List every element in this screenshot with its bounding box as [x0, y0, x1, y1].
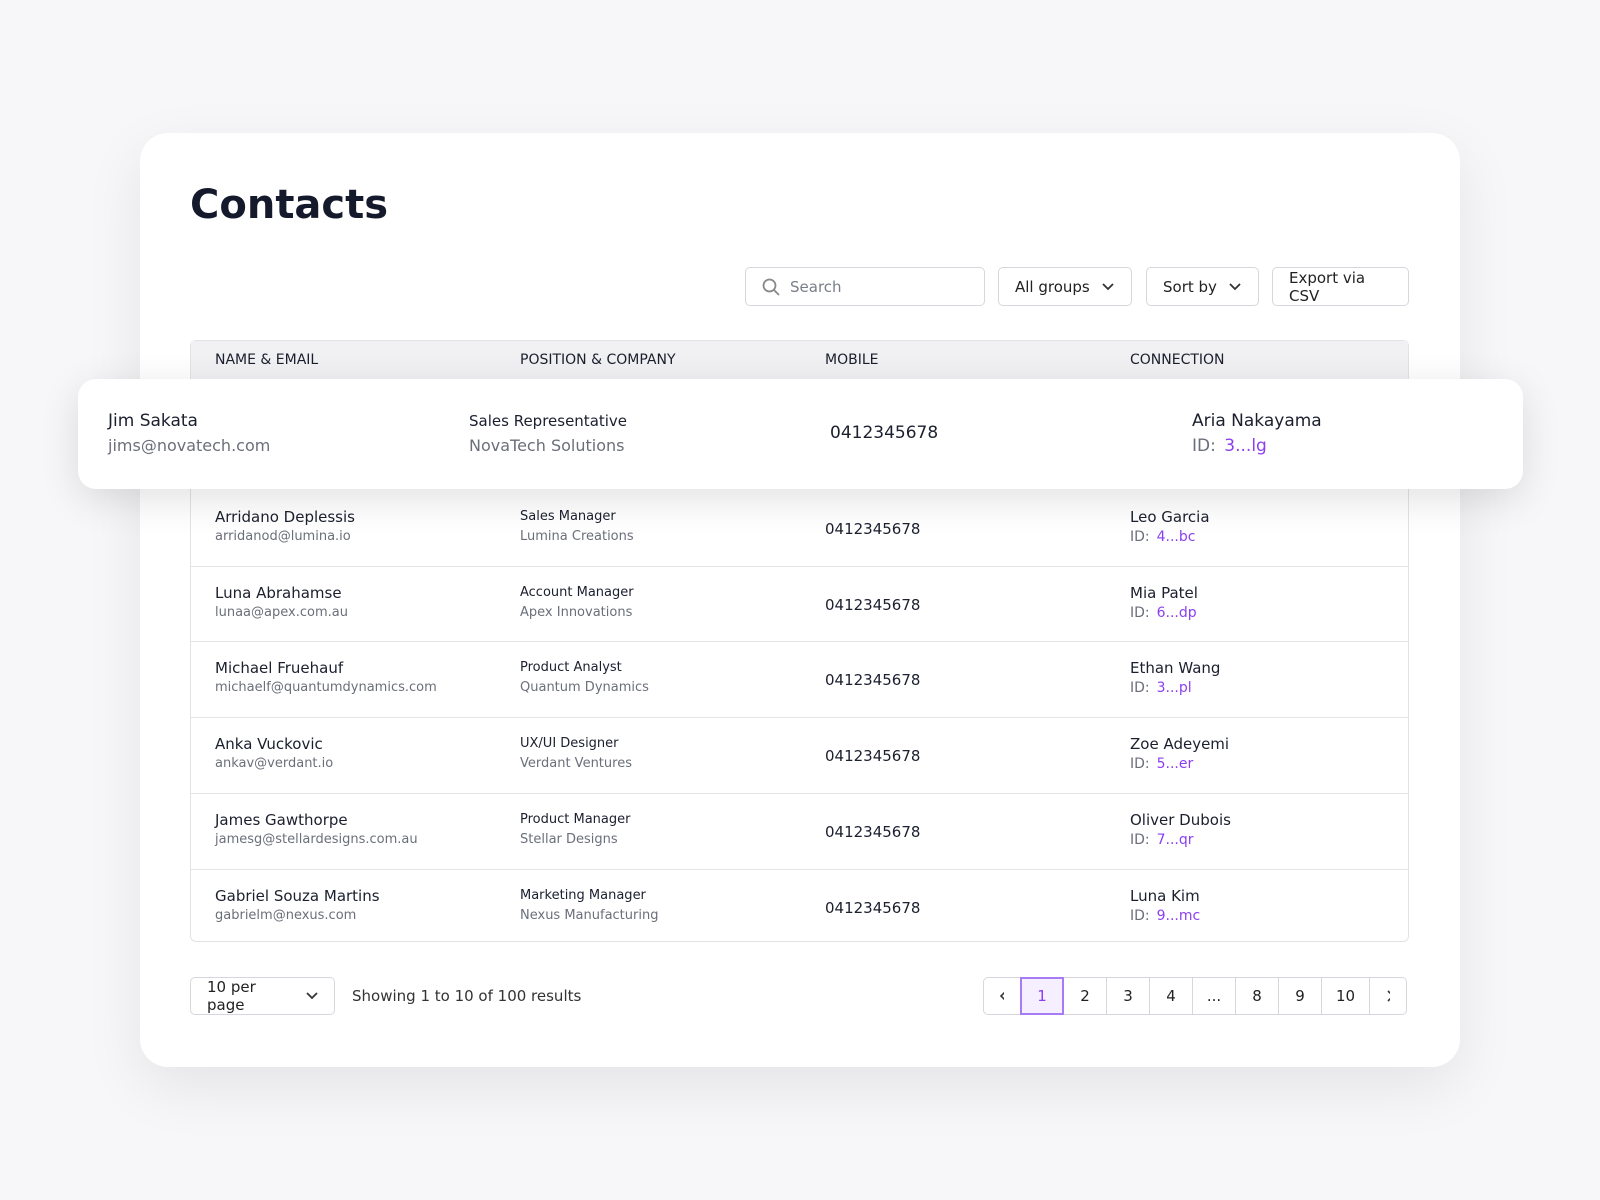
company: Verdant Ventures	[520, 756, 632, 772]
company: Nexus Manufacturing	[520, 907, 659, 923]
company: Lumina Creations	[520, 529, 634, 544]
export-button[interactable]: Export via CSV	[1272, 267, 1409, 306]
connection-id[interactable]: 5...er	[1156, 756, 1194, 773]
page-title: Contacts	[190, 182, 389, 228]
search-icon	[762, 278, 780, 296]
contact-email: michaelf@quantumdynamics.com	[215, 680, 437, 696]
contact-name: Michael Fruehauf	[215, 659, 344, 678]
id-label: ID:	[1130, 907, 1150, 924]
company: Apex Innovations	[520, 604, 633, 620]
connection-name: Oliver Dubois	[1130, 810, 1231, 829]
chevron-icon	[306, 992, 318, 1000]
id-label: ID:	[1130, 831, 1150, 848]
table-header	[191, 341, 1408, 381]
connection-id[interactable]: 7...qr	[1156, 831, 1194, 848]
connection-name: Leo Garcia	[1130, 508, 1210, 526]
contact-email: jims@novatech.com	[108, 436, 271, 455]
connection-name: Ethan Wang	[1130, 659, 1221, 678]
page-button[interactable]: 4	[1149, 977, 1193, 1015]
row-divider	[191, 565, 1408, 567]
id-label: ID:	[1130, 756, 1150, 773]
contact-name: Gabriel Souza Martins	[215, 886, 380, 905]
row-divider	[191, 717, 1408, 719]
company: NovaTech Solutions	[469, 436, 625, 455]
page-button[interactable]: 1	[1020, 977, 1064, 1015]
position: Sales Manager	[520, 509, 616, 524]
contact-email: gabrielm@nexus.com	[215, 907, 357, 923]
page-button[interactable]: 3	[1106, 977, 1150, 1015]
chevron-icon	[1102, 282, 1114, 290]
chevron-icon	[1229, 282, 1241, 290]
mobile: 0412345678	[825, 747, 921, 766]
mobile: 0412345678	[825, 822, 921, 841]
position: Product Manager	[520, 811, 631, 827]
connection-id[interactable]: 3...lg	[1224, 436, 1267, 456]
id-label: ID:	[1192, 436, 1216, 456]
company: Quantum Dynamics	[520, 680, 649, 696]
mobile: 0412345678	[825, 898, 921, 917]
contact-email: ankav@verdant.io	[215, 756, 334, 772]
group-filter[interactable]: All groups	[998, 267, 1132, 306]
next-icon	[1387, 990, 1390, 1002]
column-header: MOBILE	[825, 352, 879, 368]
position: UX/UI Designer	[520, 736, 619, 752]
id-label: ID:	[1130, 680, 1150, 697]
row-divider	[191, 868, 1408, 870]
page-button[interactable]: 10	[1321, 977, 1370, 1015]
column-header: POSITION & COMPANY	[520, 352, 676, 368]
connection-id[interactable]: 9...mc	[1156, 907, 1201, 924]
row-divider	[191, 641, 1408, 643]
contact-email: arridanod@lumina.io	[215, 529, 351, 544]
contact-name: Arridano Deplessis	[215, 508, 355, 526]
column-header: CONNECTION	[1130, 352, 1225, 368]
highlighted-row	[78, 379, 1523, 489]
page-button[interactable]: ...	[1192, 977, 1236, 1015]
id-label: ID:	[1130, 604, 1150, 621]
company: Stellar Designs	[520, 831, 618, 847]
mobile: 0412345678	[825, 520, 921, 538]
connection-name: Luna Kim	[1130, 886, 1200, 905]
page-button[interactable]: 9	[1278, 977, 1322, 1015]
contact-name: Anka Vuckovic	[215, 735, 323, 754]
page-button[interactable]: 2	[1063, 977, 1107, 1015]
contact-name: Luna Abrahamse	[215, 583, 342, 602]
sort-button[interactable]: Sort by	[1146, 267, 1259, 306]
search-box[interactable]: Search	[745, 267, 985, 306]
connection-name: Zoe Adeyemi	[1130, 735, 1230, 754]
position: Sales Representative	[469, 412, 628, 430]
mobile: 0412345678	[830, 423, 939, 443]
contact-email: lunaa@apex.com.au	[215, 604, 348, 620]
id-label: ID:	[1130, 529, 1150, 545]
page-button[interactable]: 8	[1235, 977, 1279, 1015]
button-label: 10 per page	[207, 978, 256, 1014]
mobile: 0412345678	[825, 595, 921, 614]
mobile: 0412345678	[825, 671, 921, 690]
contact-name: Jim Sakata	[108, 411, 198, 431]
per-page-select[interactable]: 10 per page	[190, 977, 335, 1015]
contact-name: James Gawthorpe	[215, 810, 348, 829]
column-header: NAME & EMAIL	[215, 352, 319, 368]
prev-page[interactable]	[983, 977, 1021, 1015]
contact-email: jamesg@stellardesigns.com.au	[215, 831, 418, 847]
connection-name: Mia Patel	[1130, 583, 1198, 602]
position: Marketing Manager	[520, 887, 646, 903]
row-divider	[191, 792, 1408, 794]
connection-name: Aria Nakayama	[1192, 411, 1322, 431]
connection-id[interactable]: 6...dp	[1156, 604, 1197, 621]
button-label: Search	[790, 277, 842, 296]
position: Account Manager	[520, 584, 634, 600]
results-summary: Showing 1 to 10 of 100 results	[352, 987, 582, 1005]
prev-icon	[1000, 991, 1004, 1001]
next-page[interactable]	[1369, 977, 1407, 1015]
button-label: Sort by	[1163, 277, 1217, 296]
button-label: All groups	[1015, 277, 1090, 296]
connection-id[interactable]: 3...pl	[1156, 680, 1192, 697]
position: Product Analyst	[520, 660, 622, 676]
connection-id[interactable]: 4...bc	[1156, 529, 1196, 545]
